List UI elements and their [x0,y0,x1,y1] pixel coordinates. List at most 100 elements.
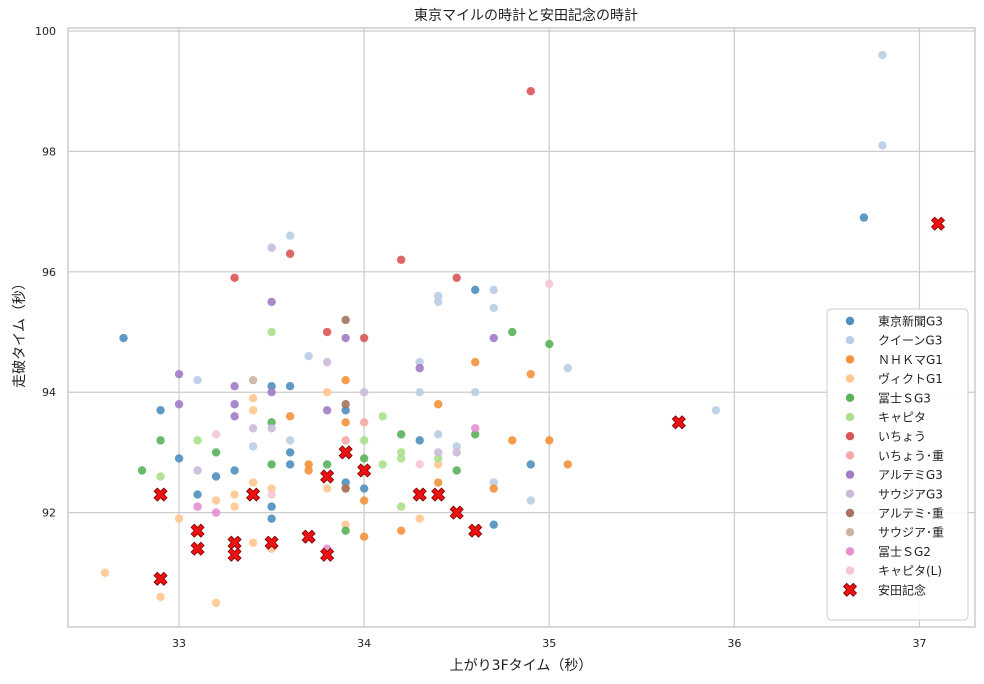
legend-label: ヴィクトG1 [878,371,943,386]
data-point [489,520,498,529]
data-point [248,375,258,385]
data-point [434,430,443,439]
legend-label: 東京新聞G3 [878,314,943,329]
legend-marker [845,374,855,383]
legend-item: サウジアG3 [845,487,943,501]
data-point [174,400,184,409]
y-tick-label: 94 [42,386,56,399]
legend-label: アルテミ･重 [878,507,944,521]
data-point [415,460,424,469]
data-point [267,490,276,499]
data-point [285,231,295,240]
data-point [211,496,221,505]
data-point-x [190,541,205,556]
x-tick-label: 34 [357,637,371,650]
data-point [341,478,350,487]
data-point-x [449,505,464,520]
legend-marker [845,393,855,402]
legend-label: 冨士ＳG3 [878,391,931,405]
legend-label: いちょう [878,430,926,444]
data-point [471,388,480,397]
data-point [396,430,406,439]
legend-marker [845,412,855,422]
data-point [526,496,535,505]
data-point [156,472,165,481]
data-point [322,460,332,469]
data-point [193,375,202,385]
data-point-x [246,487,261,502]
data-point [434,448,443,457]
data-point [341,484,350,493]
data-point [359,388,369,397]
y-tick-label: 98 [42,145,56,158]
data-point [396,502,406,511]
data-point [545,436,554,445]
legend-label: キャピタ [878,411,926,425]
data-point [341,436,350,445]
x-tick-labels: 33 34 35 36 37 [172,637,926,650]
legend-label: サウジア･重 [878,526,944,540]
data-point [341,520,350,529]
data-point [489,333,498,343]
legend-marker [845,508,855,518]
data-point [452,273,461,283]
legend-item: ヴィクトG1 [845,371,943,386]
data-point [434,291,443,301]
data-point [174,514,184,523]
legend-item: 東京新聞G3 [845,314,943,329]
data-point [322,357,332,367]
data-point-x [338,445,353,460]
series-14 [153,216,946,586]
y-tick-label: 96 [42,266,56,279]
legend-marker [845,547,855,556]
legend-item: 冨士ＳG2 [845,545,931,559]
data-point [434,400,443,409]
legend-marker [845,489,855,498]
data-point [230,490,239,499]
x-tick-label: 33 [172,637,186,650]
data-point [267,327,276,337]
data-point [526,369,535,379]
data-point [211,508,221,517]
data-point [230,412,239,421]
data-point [526,87,535,96]
data-point [174,454,184,463]
legend-label: 安田記念 [878,582,926,597]
data-point [304,466,313,475]
data-point [489,478,498,487]
legend-label: サウジアG3 [878,487,943,501]
series-13 [211,279,554,499]
data-point [230,273,239,283]
data-point [193,490,202,499]
data-point [285,381,295,391]
data-point [526,460,535,469]
chart-title: 東京マイルの時計と安田記念の時計 [414,7,638,24]
y-axis-label: 走破タイム（秒） [12,276,28,388]
data-point [396,526,406,535]
data-point [396,255,406,264]
data-point [341,375,350,385]
data-point [415,388,424,397]
data-point-x [412,487,427,502]
y-tick-label: 92 [42,507,56,520]
legend-box [826,308,969,621]
data-point-x [264,535,279,550]
legend-item: ＮＨＫマG1 [845,353,943,367]
data-point [434,297,443,307]
data-point [137,466,147,475]
data-point [119,333,128,343]
data-point [545,339,554,349]
legend-label: クイーンG3 [878,334,942,348]
legend-item: いちょう [845,430,926,444]
data-point-x [671,415,686,430]
data-point-x [431,487,446,502]
data-point-x [357,463,372,478]
data-point-x [320,547,335,562]
data-point [378,460,387,469]
data-point [267,460,276,469]
series-7 [341,418,369,445]
data-point [248,478,258,487]
data-point [285,448,295,457]
series-6 [230,87,535,343]
data-point [100,568,110,578]
